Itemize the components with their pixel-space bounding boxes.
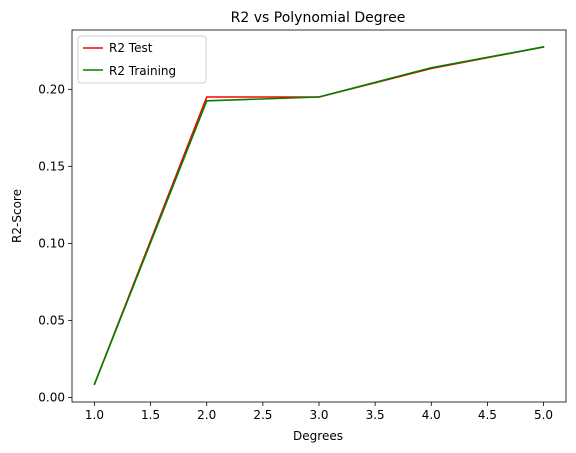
y-tick-label: 0.20	[38, 82, 65, 96]
y-axis-title: R2-Score	[10, 189, 24, 243]
x-axis-title: Degrees	[293, 429, 343, 443]
series-layer	[93, 46, 545, 386]
data-point-r2-training	[430, 66, 433, 69]
plot-frame	[71, 29, 567, 403]
x-tick-label: 2.0	[197, 408, 216, 422]
legend-label-r2-training: R2 Training	[109, 64, 176, 78]
legend: R2 Test R2 Training	[77, 35, 207, 84]
x-tick-label: 4.0	[422, 408, 441, 422]
y-tick-label: 0.00	[38, 390, 65, 404]
x-tick-label: 4.5	[478, 408, 497, 422]
x-tick-label: 1.5	[141, 408, 160, 422]
x-tick-label: 1.0	[85, 408, 104, 422]
x-tick-label: 3.0	[309, 408, 328, 422]
legend-box	[77, 35, 207, 84]
y-tick-label: 0.10	[38, 236, 65, 250]
data-point-r2-training	[205, 100, 208, 102]
x-tick-label: 3.5	[366, 408, 385, 422]
legend-label-r2-test: R2 Test	[109, 41, 153, 55]
x-tick-label: 5.0	[534, 408, 553, 422]
ticks-layer: 1.0 1.5 2.0 2.5 3.0 3.5 4.0 4.5 5.0 0.00 0.05 0.10 0…	[38, 82, 553, 422]
data-point-r2-training	[542, 46, 545, 48]
data-point-r2-training	[318, 96, 320, 98]
plot-area	[72, 30, 566, 402]
x-tick-label: 2.5	[253, 408, 272, 422]
chart-title: R2 vs Polynomial Degree	[231, 10, 406, 26]
data-point-r2-test	[205, 96, 208, 98]
data-point-r2-training	[93, 383, 96, 386]
y-tick-label: 0.15	[38, 159, 65, 173]
y-tick-label: 0.05	[38, 313, 65, 327]
